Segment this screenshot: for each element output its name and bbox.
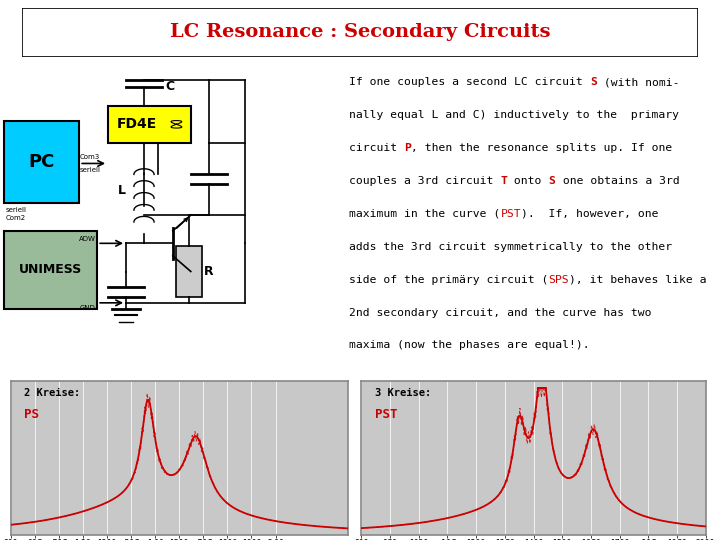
Text: S: S <box>590 77 597 87</box>
Text: nally equal L and C) inductively to the  primary: nally equal L and C) inductively to the … <box>349 110 680 120</box>
Text: T: T <box>500 176 508 186</box>
Text: PC: PC <box>28 153 55 171</box>
Text: PST: PST <box>375 408 397 421</box>
FancyBboxPatch shape <box>22 8 698 57</box>
Text: C: C <box>166 80 175 93</box>
Text: ADW: ADW <box>79 235 96 241</box>
Text: , then the resonance splits up. If one: , then the resonance splits up. If one <box>411 143 672 153</box>
Text: seriell: seriell <box>80 167 101 173</box>
Text: SPS: SPS <box>549 275 570 285</box>
Text: adds the 3rd circuit symmetrically to the other: adds the 3rd circuit symmetrically to th… <box>349 242 672 252</box>
Text: If one couples a second LC circuit: If one couples a second LC circuit <box>349 77 590 87</box>
Text: R: R <box>204 265 213 278</box>
Text: L: L <box>118 184 126 197</box>
FancyBboxPatch shape <box>4 121 79 202</box>
FancyBboxPatch shape <box>108 105 191 143</box>
Text: S: S <box>549 176 556 186</box>
Text: circuit: circuit <box>349 143 405 153</box>
Text: ).  If, however, one: ). If, however, one <box>521 209 659 219</box>
Text: UNIMESS: UNIMESS <box>19 264 82 276</box>
Text: onto: onto <box>508 176 549 186</box>
Text: side of the primäry circuit (: side of the primäry circuit ( <box>349 275 549 285</box>
Text: Com3: Com3 <box>80 154 100 160</box>
Text: 2nd secondary circuit, and the curve has two: 2nd secondary circuit, and the curve has… <box>349 308 652 318</box>
Text: 3 Kreise:: 3 Kreise: <box>375 388 431 398</box>
Text: PS: PS <box>24 408 40 421</box>
Text: P: P <box>405 143 411 153</box>
Text: (with nomi-: (with nomi- <box>597 77 680 87</box>
Text: FD4E: FD4E <box>117 117 157 131</box>
Text: one obtains a 3rd: one obtains a 3rd <box>556 176 680 186</box>
Text: seriell: seriell <box>6 207 27 213</box>
Text: PST: PST <box>500 209 521 219</box>
Text: maxima (now the phases are equal!).: maxima (now the phases are equal!). <box>349 340 590 350</box>
Text: GND: GND <box>79 305 95 310</box>
FancyBboxPatch shape <box>176 246 202 296</box>
Text: LC Resonance : Secondary Circuits: LC Resonance : Secondary Circuits <box>170 23 550 42</box>
Text: Com2: Com2 <box>6 215 25 221</box>
Text: ), it behaves like a: ), it behaves like a <box>570 275 707 285</box>
Text: maximum in the curve (: maximum in the curve ( <box>349 209 500 219</box>
FancyBboxPatch shape <box>4 231 97 309</box>
Text: 2 Kreise:: 2 Kreise: <box>24 388 81 398</box>
Text: couples a 3rd circuit: couples a 3rd circuit <box>349 176 500 186</box>
